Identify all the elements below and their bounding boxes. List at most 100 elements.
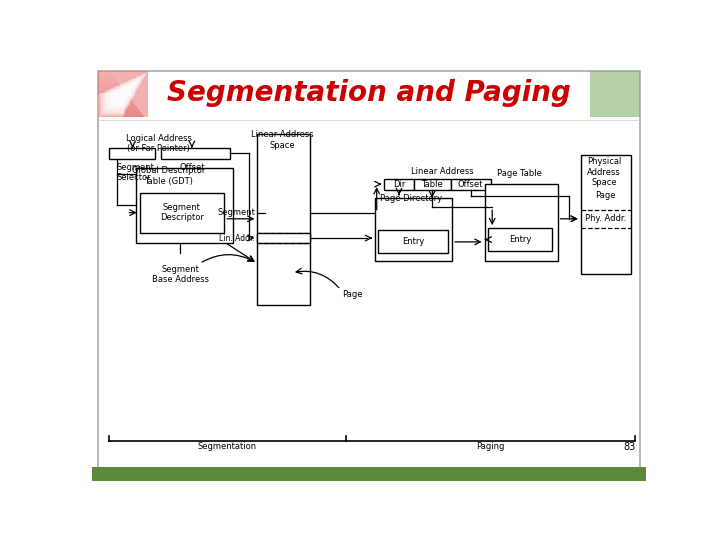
Text: Linear Address: Linear Address — [411, 167, 474, 177]
Bar — [108, 90, 128, 108]
Bar — [98, 73, 112, 74]
Bar — [126, 81, 138, 91]
Bar — [98, 105, 135, 106]
Text: Page: Page — [595, 191, 616, 200]
Bar — [133, 78, 140, 85]
Bar — [485, 184, 558, 261]
Bar — [112, 88, 130, 105]
Bar — [414, 179, 451, 190]
Bar — [103, 92, 125, 112]
Bar — [98, 101, 132, 102]
Bar — [98, 91, 125, 92]
Bar — [120, 84, 134, 97]
Bar — [117, 85, 132, 100]
Bar — [98, 94, 123, 117]
Bar — [98, 85, 121, 86]
Bar — [98, 86, 122, 87]
Bar — [98, 100, 132, 101]
Bar — [121, 83, 135, 96]
Text: Segment
Base Address: Segment Base Address — [152, 265, 209, 285]
Bar — [98, 96, 129, 97]
Bar — [102, 92, 125, 114]
Bar — [375, 198, 452, 261]
Bar — [98, 97, 130, 98]
Bar — [98, 115, 143, 116]
Bar — [98, 116, 143, 117]
Text: Page: Page — [342, 289, 363, 299]
Bar — [104, 91, 126, 111]
Bar — [98, 83, 120, 84]
Bar — [98, 99, 132, 100]
Bar — [98, 109, 138, 110]
Bar — [140, 75, 144, 79]
Text: Phy. Addr.: Phy. Addr. — [585, 214, 626, 224]
Bar — [98, 113, 142, 114]
Bar — [451, 179, 490, 190]
Bar — [378, 231, 448, 253]
Bar — [98, 75, 113, 76]
Bar — [98, 104, 135, 105]
Text: Global Descriptor
Table (GDT): Global Descriptor Table (GDT) — [132, 166, 205, 186]
Text: Segment: Segment — [217, 208, 255, 217]
Bar — [109, 148, 155, 159]
Bar — [257, 233, 310, 244]
Text: Page Table: Page Table — [497, 169, 541, 178]
Bar — [384, 179, 414, 190]
Bar — [98, 74, 112, 75]
Text: Table: Table — [421, 180, 443, 188]
Text: Physical
Address
Space: Physical Address Space — [587, 157, 621, 187]
Bar — [125, 82, 136, 92]
Bar — [107, 90, 127, 110]
Bar — [136, 76, 142, 82]
Bar — [98, 76, 114, 77]
Bar — [98, 71, 110, 72]
Text: Lin. Addr.: Lin. Addr. — [219, 233, 255, 242]
Bar — [98, 103, 135, 104]
Text: Segmentation and Paging: Segmentation and Paging — [167, 79, 571, 107]
Bar — [161, 148, 230, 159]
Bar — [128, 80, 138, 90]
Bar — [98, 98, 130, 99]
Text: Linear Address
Space: Linear Address Space — [251, 130, 314, 150]
Bar — [92, 467, 647, 481]
Bar — [99, 93, 124, 116]
Text: Offset: Offset — [458, 180, 483, 188]
Bar — [98, 112, 141, 113]
Bar — [114, 86, 131, 102]
Bar — [98, 107, 138, 108]
Bar — [135, 77, 141, 83]
Bar — [131, 79, 140, 86]
Text: Entry: Entry — [509, 235, 531, 244]
Bar — [257, 134, 310, 305]
Bar — [98, 94, 127, 95]
Text: Logical Address
(or Far Pointer): Logical Address (or Far Pointer) — [126, 134, 192, 153]
Bar — [98, 95, 128, 96]
Bar — [590, 71, 640, 117]
Bar — [581, 155, 631, 274]
Bar — [98, 77, 114, 78]
Bar — [140, 193, 224, 233]
Bar — [98, 84, 120, 85]
Text: Segment
Descriptor: Segment Descriptor — [160, 203, 204, 222]
Bar — [98, 88, 123, 89]
Bar — [98, 87, 122, 88]
Bar — [109, 89, 129, 106]
Text: 83: 83 — [624, 442, 636, 452]
Bar — [143, 73, 145, 76]
Bar — [98, 80, 117, 81]
Text: Offset: Offset — [179, 163, 204, 172]
Bar — [137, 168, 233, 244]
Bar — [98, 106, 137, 107]
Bar — [98, 79, 117, 80]
Text: Paging: Paging — [476, 442, 504, 451]
Bar — [130, 79, 139, 88]
Text: Segmentation: Segmentation — [198, 442, 257, 451]
Bar — [98, 71, 148, 117]
Bar — [98, 89, 123, 90]
Text: Segment
Selector: Segment Selector — [117, 163, 154, 182]
Bar — [98, 92, 126, 93]
Bar — [98, 90, 125, 91]
Bar — [98, 102, 133, 103]
Text: Dir: Dir — [393, 180, 405, 188]
Bar — [141, 74, 145, 77]
